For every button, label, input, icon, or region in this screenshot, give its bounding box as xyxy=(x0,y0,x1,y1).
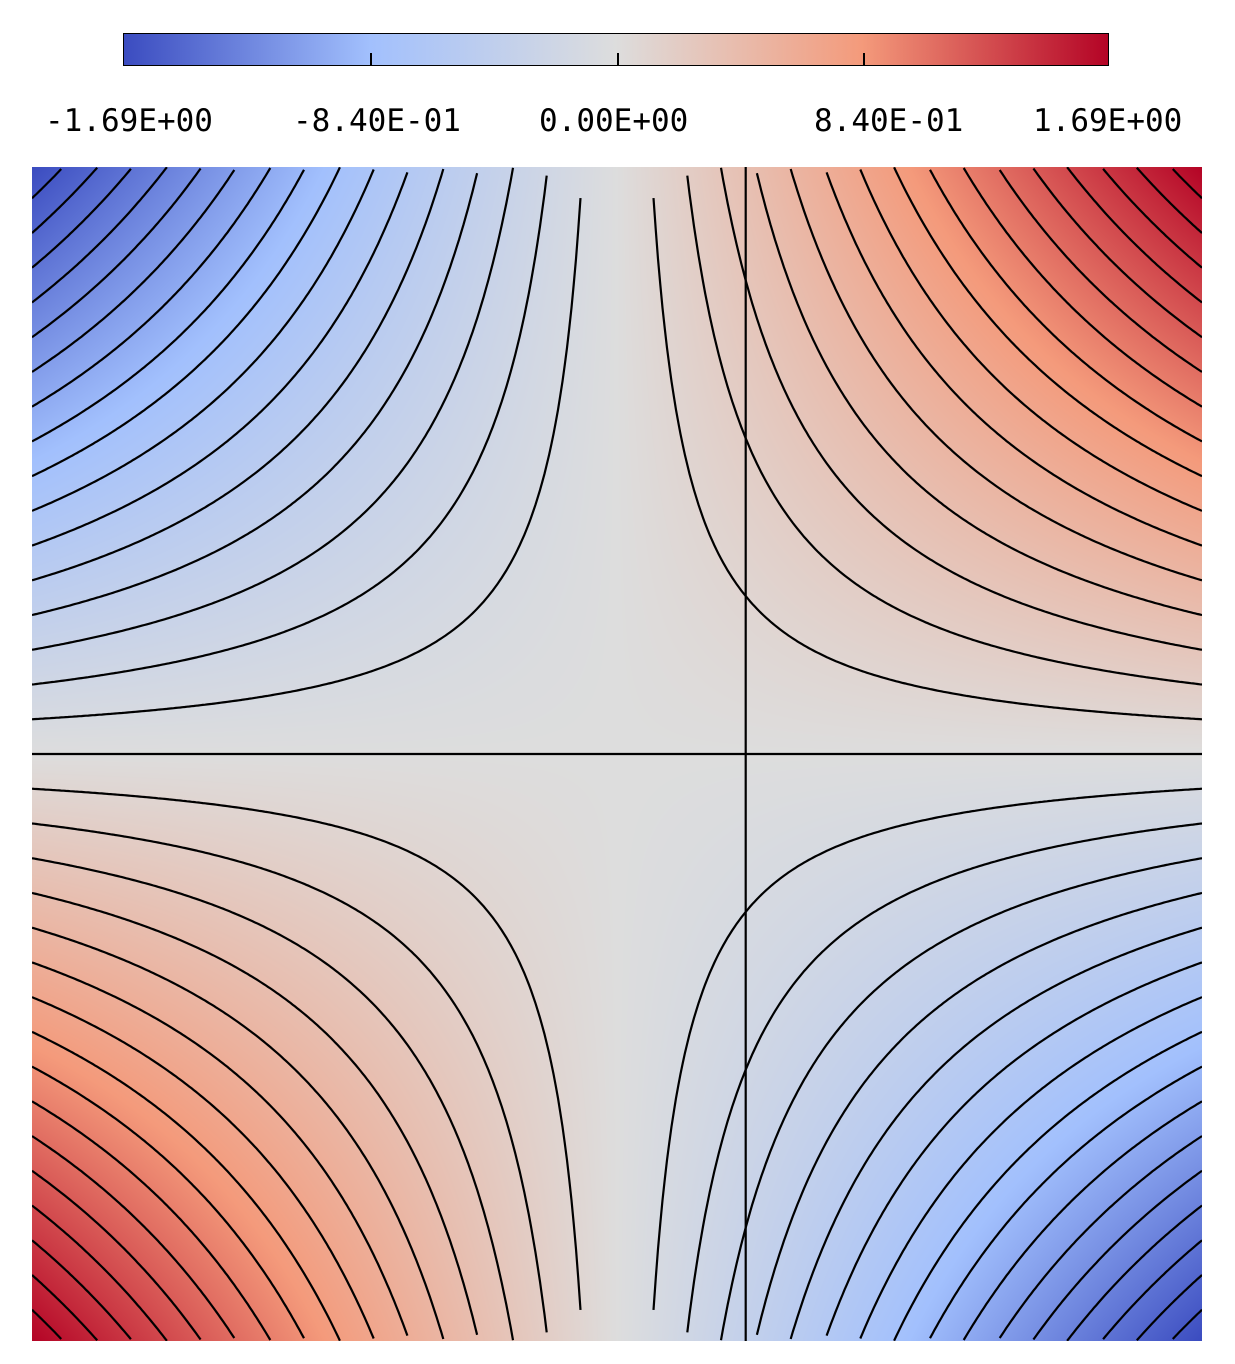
contour-line-28-right xyxy=(1032,167,1202,339)
contour-line-30-right xyxy=(1102,168,1202,269)
contour-line-9-left xyxy=(32,169,375,512)
contour-line-24-right xyxy=(893,167,1202,478)
contour-line-0-left xyxy=(32,168,63,200)
contour-line-20-left xyxy=(32,891,479,1336)
colorbar-label-mid: 0.00E+00 xyxy=(539,103,689,139)
contour-line-29-left xyxy=(32,1204,168,1341)
contour-line-1-left xyxy=(32,167,99,234)
contour-line-14-right xyxy=(686,822,1202,1333)
contour-line-14-left xyxy=(32,175,548,686)
contour-line-25-right xyxy=(929,169,1202,443)
contour-line-19-right xyxy=(719,167,1202,651)
contour-line-32-left xyxy=(32,1308,63,1340)
contour-line-4-left xyxy=(32,167,202,339)
colorbar-label-min: -1.69E+00 xyxy=(45,103,213,139)
contour-line-22-left xyxy=(32,961,409,1336)
contour-line-30-left xyxy=(32,1239,132,1340)
contour-line-27-right xyxy=(998,169,1202,373)
contour-line-7-left xyxy=(32,169,305,443)
contour-line-15-left xyxy=(32,198,582,721)
contour-line-1-right xyxy=(1135,1274,1202,1341)
contour-line-22-right xyxy=(825,172,1202,547)
contour-line-24-left xyxy=(32,1030,341,1341)
contour-line-3-right xyxy=(1066,1204,1202,1341)
contour-line-12-right xyxy=(755,891,1202,1336)
contour-line-5-right xyxy=(998,1135,1202,1339)
colorbar-label-max: 1.69E+00 xyxy=(1033,103,1183,139)
colorbar-tick-3 xyxy=(863,53,865,65)
contour-line-17-right xyxy=(652,198,1202,721)
contour-line-4-right xyxy=(1032,1169,1202,1341)
contour-plot xyxy=(32,167,1202,1341)
colorbar-label-lowmid: -8.40E-01 xyxy=(293,103,461,139)
contour-line-10-left xyxy=(32,172,409,547)
contour-line-8-right xyxy=(893,1030,1202,1341)
contour-line-6-right xyxy=(962,1100,1202,1341)
contour-line-19-left xyxy=(32,857,515,1341)
contour-line-12-left xyxy=(32,172,479,617)
contour-line-18-left xyxy=(32,822,548,1333)
contour-line-9-right xyxy=(859,996,1202,1339)
contour-line-11-right xyxy=(789,926,1202,1340)
colorbar xyxy=(123,33,1109,66)
contour-line-17-left xyxy=(32,787,582,1310)
contour-line-10-right xyxy=(825,961,1202,1336)
contour-line-18-right xyxy=(686,175,1202,686)
contour-line-26-left xyxy=(32,1100,272,1341)
contour-line-11-left xyxy=(32,168,445,582)
contour-line-7-right xyxy=(929,1065,1202,1339)
colorbar-tick-2 xyxy=(617,53,619,65)
contour-line-20-right xyxy=(755,172,1202,617)
contour-line-23-right xyxy=(859,169,1202,512)
contour-line-13-right xyxy=(719,857,1202,1341)
contour-line-31-right xyxy=(1135,167,1202,234)
contour-line-2-right xyxy=(1102,1239,1202,1340)
contour-line-5-left xyxy=(32,169,236,373)
contour-line-21-right xyxy=(789,168,1202,582)
contour-line-28-left xyxy=(32,1169,202,1341)
contour-line-21-left xyxy=(32,926,445,1340)
contour-line-26-right xyxy=(962,167,1202,408)
contour-line-3-left xyxy=(32,167,168,304)
contour-line-2-left xyxy=(32,168,132,269)
contour-line-31-left xyxy=(32,1274,99,1341)
colorbar-label-highmid: 8.40E-01 xyxy=(814,103,964,139)
contour-line-8-left xyxy=(32,167,341,478)
contour-line-13-left xyxy=(32,167,515,651)
contour-line-0-right xyxy=(1171,1308,1202,1340)
contour-line-32-right xyxy=(1171,168,1202,200)
contour-line-23-left xyxy=(32,996,375,1339)
colorbar-tick-1 xyxy=(370,53,372,65)
contour-lines xyxy=(32,167,1202,1341)
contour-line-25-left xyxy=(32,1065,305,1339)
contour-line-6-left xyxy=(32,167,272,408)
contour-line-29-right xyxy=(1066,167,1202,304)
contour-line-27-left xyxy=(32,1135,236,1339)
contour-line-15-right xyxy=(652,787,1202,1310)
